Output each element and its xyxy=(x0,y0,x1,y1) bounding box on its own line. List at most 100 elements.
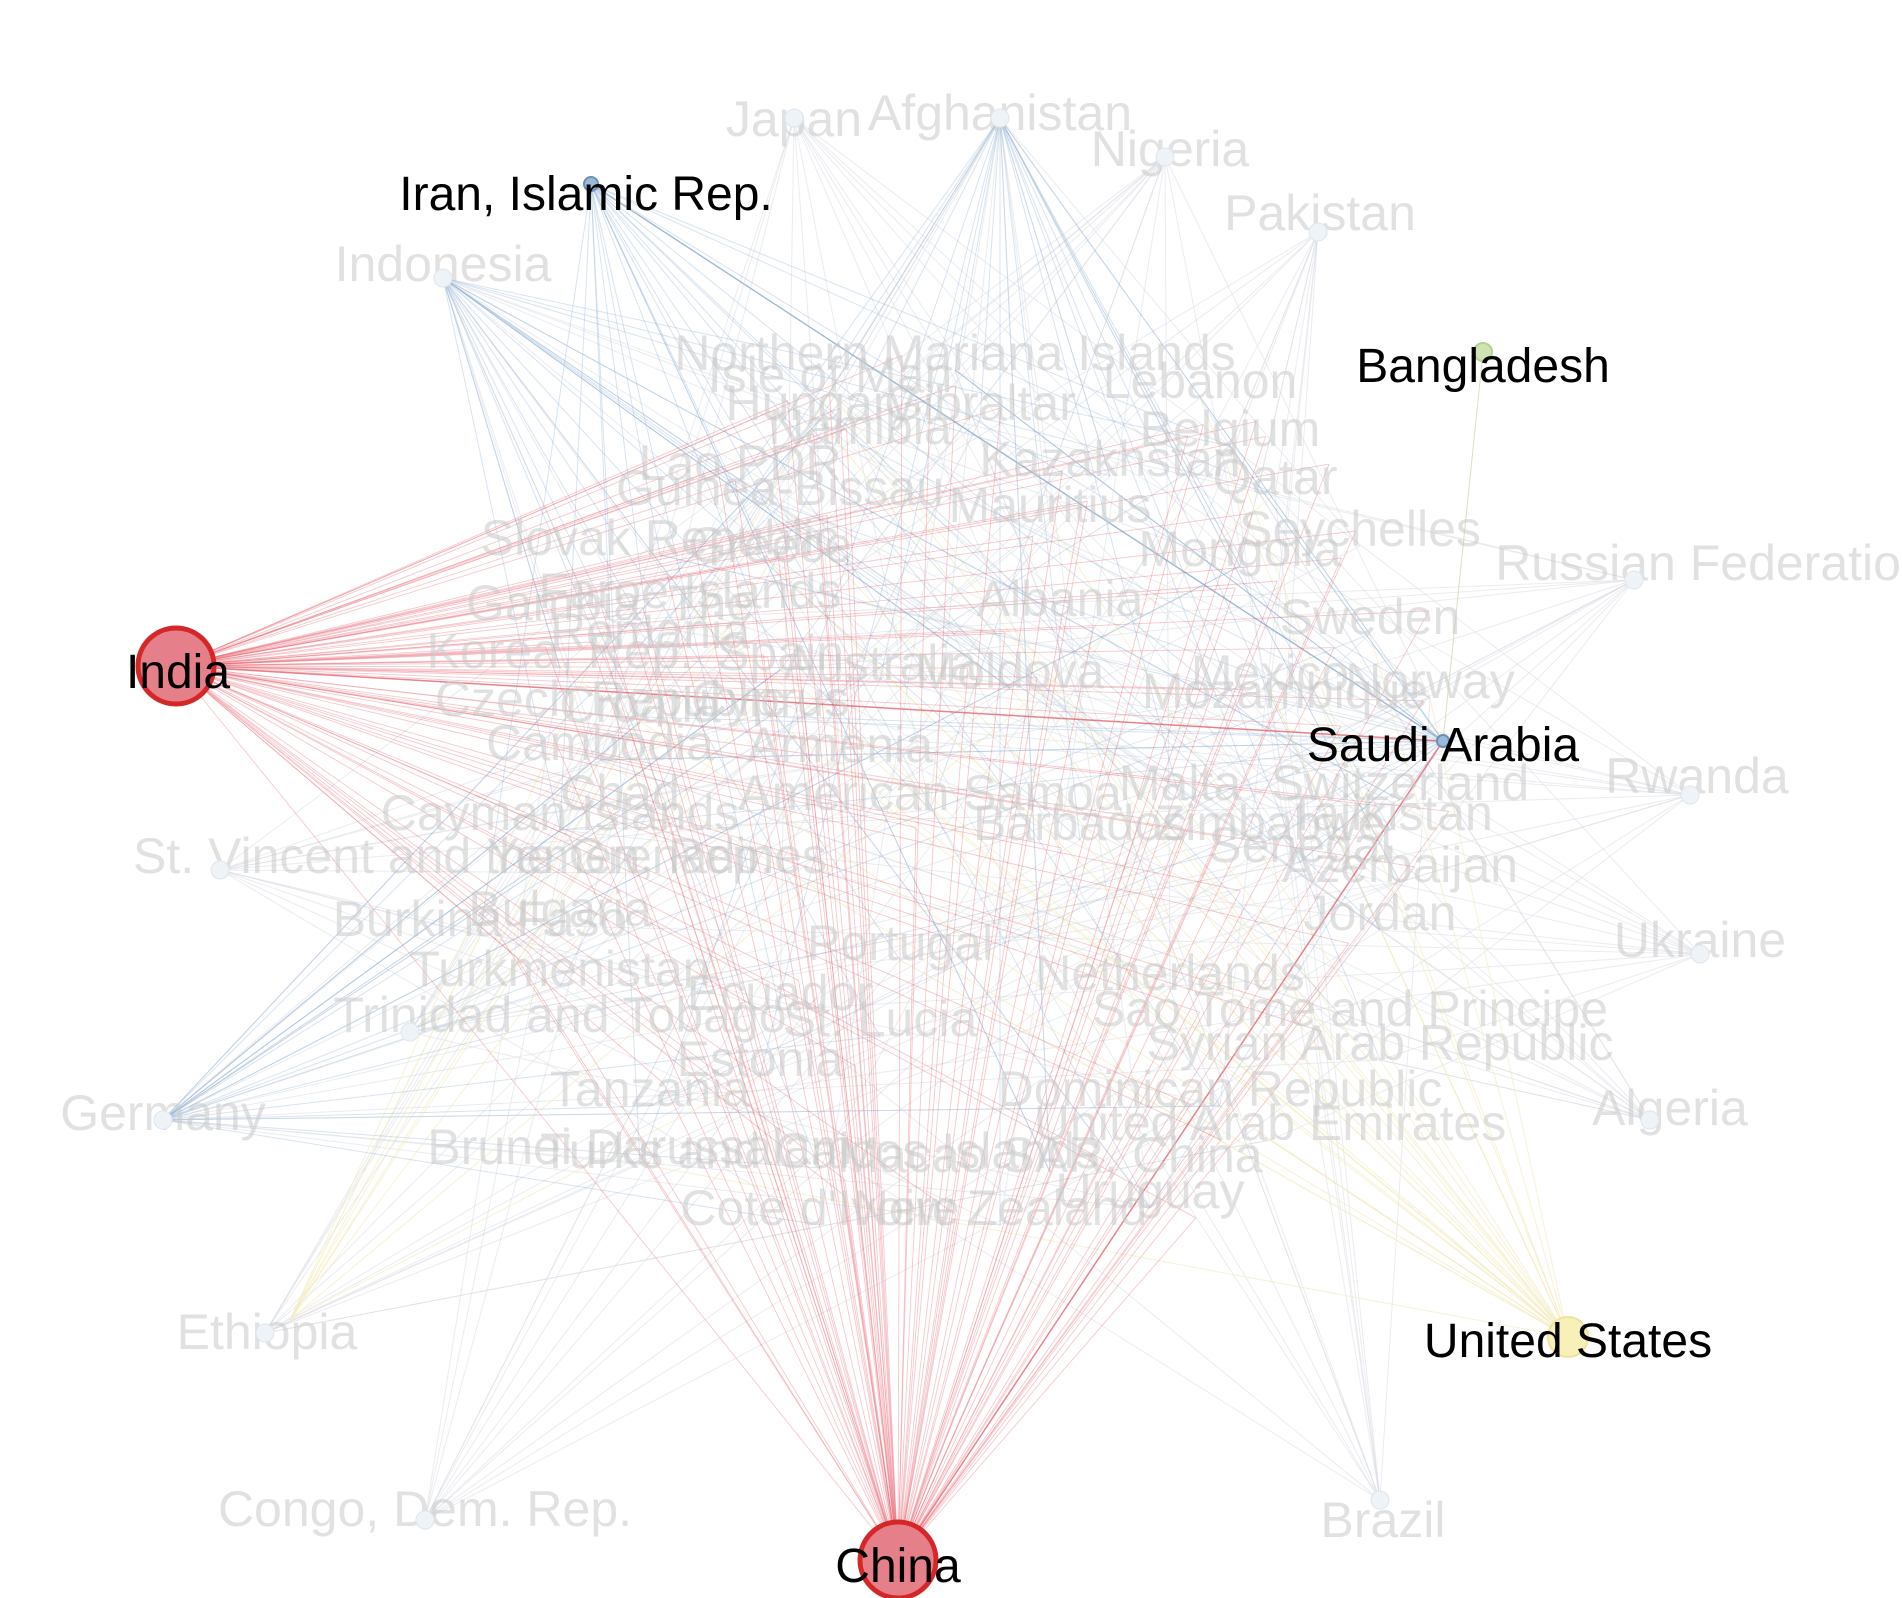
edge-blue xyxy=(639,117,1001,1165)
edge-india xyxy=(175,665,1244,690)
edge-united-states xyxy=(779,669,1569,1338)
edge-india xyxy=(175,665,917,828)
node-congo-dem-rep[interactable] xyxy=(415,1510,435,1530)
edge-ukraine xyxy=(1274,493,1701,955)
node-nigeria[interactable] xyxy=(1155,147,1175,167)
edge-pakistan xyxy=(819,231,1319,1169)
node-label-jordan: Jordan xyxy=(1304,885,1457,941)
edge-blue xyxy=(442,277,1111,477)
edge-afghanistan xyxy=(999,117,1151,1209)
node-bangladesh[interactable] xyxy=(1473,342,1493,362)
node-label-iran-islamic-rep: Iran, Islamic Rep. xyxy=(399,168,772,221)
edge-india xyxy=(175,665,665,806)
edge-ethiopia xyxy=(289,391,831,1321)
edge-blue xyxy=(590,183,1051,1173)
node-united-states[interactable] xyxy=(1547,1316,1589,1358)
node-ukraine[interactable] xyxy=(1690,944,1710,964)
edge-japan xyxy=(559,117,795,831)
edge-india xyxy=(175,665,1293,1008)
edge-blue xyxy=(442,277,741,481)
edge-ethiopia xyxy=(264,861,1301,1334)
node-rwanda[interactable] xyxy=(1680,785,1700,805)
edge-congo xyxy=(424,959,901,1521)
edge-indonesia xyxy=(442,277,1241,567)
edge-united-states xyxy=(1229,445,1569,1338)
edge-china xyxy=(897,866,1416,1561)
edge-india xyxy=(175,665,1222,838)
edge-china xyxy=(897,943,1350,1561)
edge-china xyxy=(762,654,899,1561)
edge-blue xyxy=(954,117,1001,371)
edge-china xyxy=(631,625,899,1561)
edge-india xyxy=(175,580,1278,667)
edge-united-states xyxy=(1199,397,1569,1338)
edge-blue xyxy=(599,740,1444,761)
edge-china xyxy=(767,656,899,1561)
node-afghanistan[interactable] xyxy=(990,108,1010,128)
edge-india xyxy=(175,665,1322,1032)
edge-blue xyxy=(999,117,1271,841)
highlighted-label-layer: India China Iran, Islamic Rep. Bangladesh Sa… xyxy=(126,168,1712,1593)
node-brazil[interactable] xyxy=(1370,1490,1390,1510)
edge-india xyxy=(175,385,956,667)
node-ethiopia[interactable] xyxy=(255,1323,275,1343)
edge-ethiopia xyxy=(289,759,601,1321)
edge-ethiopia xyxy=(289,561,771,1321)
node-pakistan[interactable] xyxy=(1308,222,1328,242)
edge-china xyxy=(897,935,942,1561)
edge-ethiopia xyxy=(264,697,1431,1334)
node-algeria[interactable] xyxy=(1640,1110,1660,1130)
edge-china xyxy=(897,836,1222,1561)
node-st-vincent-and-the-grenadines[interactable] xyxy=(210,860,230,880)
edge-china xyxy=(776,549,899,1561)
node-label-switzerland: Switzerland xyxy=(1271,755,1529,811)
edge-ukraine xyxy=(769,561,1701,955)
edge-ethiopia xyxy=(264,391,831,1334)
node-label-american-samoa: American Samoa xyxy=(738,765,1122,821)
node-india[interactable] xyxy=(135,625,217,707)
node-indonesia[interactable] xyxy=(433,268,453,288)
edge-afghanistan xyxy=(819,117,1001,1226)
edge-india xyxy=(175,665,664,1084)
edge-united-states xyxy=(839,761,1569,1338)
edge-china xyxy=(717,468,899,1561)
edge-bangladesh xyxy=(1442,351,1484,742)
node-label-yemen-rep: Yemen, Rep. xyxy=(486,828,773,884)
edge-layer xyxy=(162,117,1701,1561)
edge-blue xyxy=(162,1119,821,1169)
edge-ukraine xyxy=(559,925,1701,955)
edge-blue xyxy=(999,117,1181,801)
edge-blue xyxy=(442,277,611,621)
edge-algeria xyxy=(979,419,1651,1121)
edge-blue xyxy=(442,277,1011,689)
node-japan[interactable] xyxy=(784,108,804,128)
edge-china xyxy=(897,580,1278,1561)
edge-ethiopia xyxy=(264,687,1011,1334)
edge-blue xyxy=(999,117,1241,567)
node-saudi-arabia[interactable] xyxy=(1436,734,1450,748)
node-trinidad-and-tobago[interactable] xyxy=(400,1022,420,1042)
edge-china xyxy=(645,644,899,1561)
edge-blue xyxy=(162,721,641,1121)
edge-pakistan xyxy=(1274,231,1319,495)
edge-blue xyxy=(442,277,561,669)
node-iran-islamic-rep[interactable] xyxy=(583,176,599,192)
edge-china xyxy=(897,627,1095,1561)
node-label-hungary: Hungary xyxy=(726,375,915,431)
edge-blue xyxy=(999,117,1111,477)
edge-blue xyxy=(162,715,771,1121)
edge-united-states xyxy=(769,561,1569,1338)
edge-india xyxy=(175,603,601,667)
edge-china xyxy=(729,622,899,1561)
edge-china xyxy=(897,1217,1197,1561)
edge-blue xyxy=(590,183,1381,931)
edge-germany xyxy=(162,1059,1381,1121)
edge-india xyxy=(175,665,1141,819)
edge-united-states xyxy=(1269,1139,1569,1338)
edge-pakistan xyxy=(1269,231,1319,691)
edge-india xyxy=(175,512,1253,667)
node-china[interactable] xyxy=(857,1519,939,1598)
node-russian-federation[interactable] xyxy=(1624,570,1644,590)
edge-china xyxy=(897,1160,1105,1561)
node-germany[interactable] xyxy=(153,1110,173,1130)
